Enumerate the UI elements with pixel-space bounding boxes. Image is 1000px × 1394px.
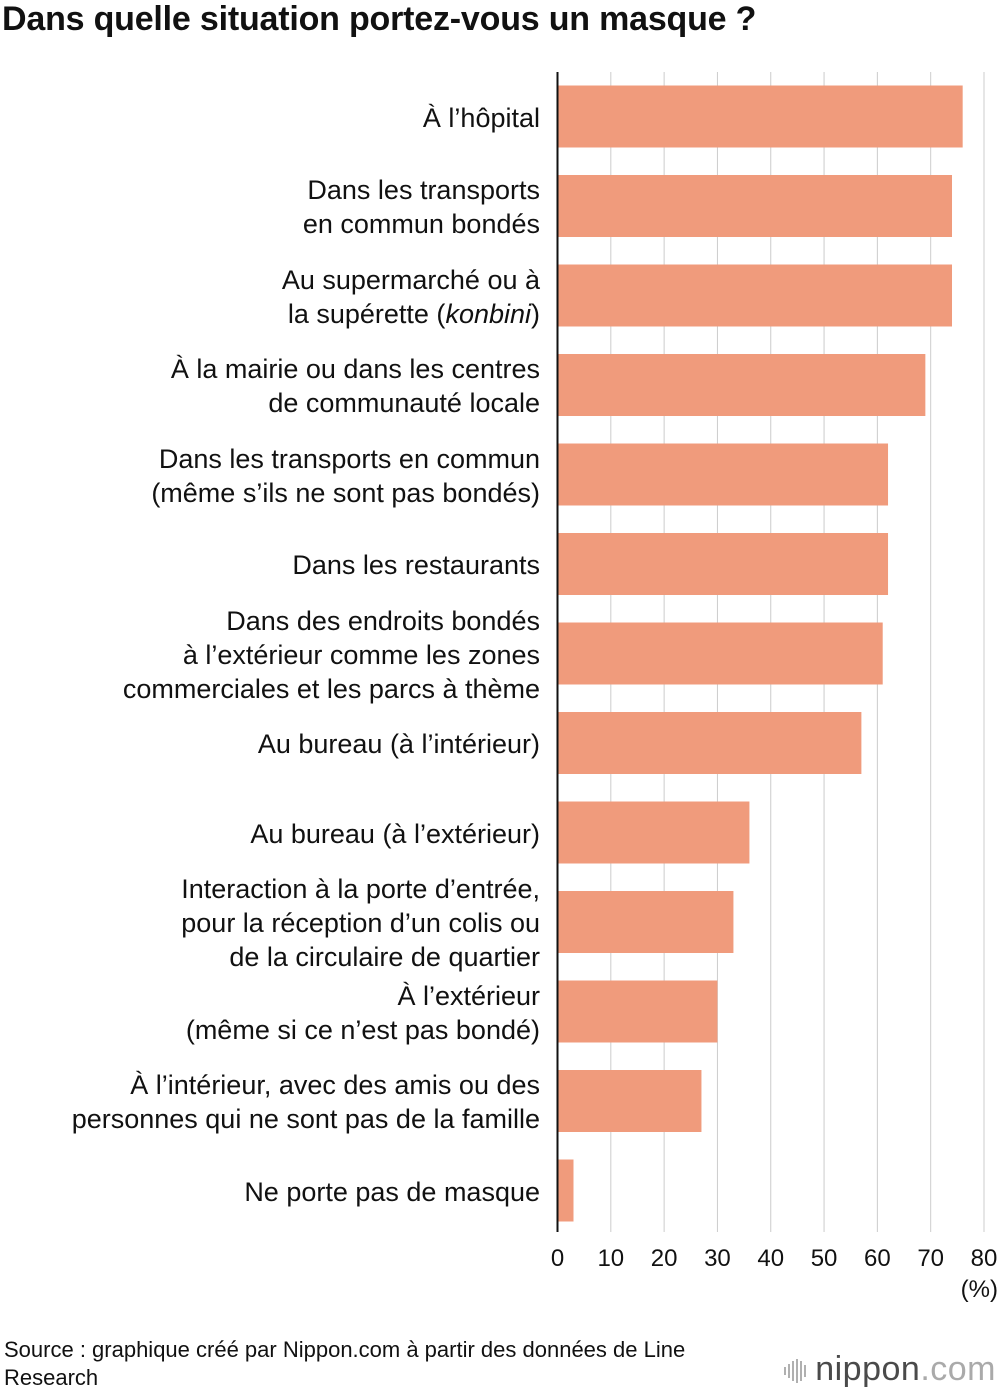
category-label: Au supermarché ou à la supérette (konbini… xyxy=(281,264,540,329)
bar xyxy=(558,980,718,1043)
bar xyxy=(558,1070,702,1132)
bar xyxy=(558,712,862,774)
category-label: Au bureau (à l’intérieur) xyxy=(257,729,540,759)
x-tick-label: 60 xyxy=(864,1245,891,1272)
bar xyxy=(558,622,883,685)
bar xyxy=(558,443,889,506)
bars xyxy=(558,85,963,1222)
x-tick-label: 40 xyxy=(757,1245,785,1272)
category-label: À la mairie ou dans les centres de commun… xyxy=(170,354,540,418)
category-label: À l’hôpital xyxy=(422,102,540,133)
x-tick-label: 0 xyxy=(550,1245,565,1272)
chart-title: Dans quelle situation portez-vous un mas… xyxy=(2,0,757,38)
category-label: Dans les transports en commun bondés xyxy=(302,175,540,239)
x-tick-label: 50 xyxy=(810,1245,838,1272)
category-label: Dans les transports en commun (même s’ils… xyxy=(151,443,540,508)
x-tick-label: 20 xyxy=(650,1245,678,1272)
x-tick-label: 10 xyxy=(597,1245,625,1272)
category-label: Dans des endroits bondés à l’extérieur co… xyxy=(122,605,540,704)
bar xyxy=(558,891,734,953)
category-label: Interaction à la porte d’entrée, pour la … xyxy=(181,874,540,972)
bar xyxy=(558,85,963,148)
category-label: Au bureau (à l’extérieur) xyxy=(250,818,540,849)
logo-bars-icon xyxy=(784,1359,807,1384)
bar xyxy=(558,801,750,864)
x-tick-label: 30 xyxy=(704,1245,731,1272)
category-label: Ne porte pas de masque xyxy=(244,1176,540,1207)
nippon-logo: nippon.com xyxy=(783,1350,996,1389)
logo-text: nippon xyxy=(815,1350,921,1388)
source-note: Source : graphique créé par Nippon.com à… xyxy=(4,1337,686,1390)
logo-suffix: .com xyxy=(920,1350,996,1388)
bar xyxy=(558,1159,574,1222)
bar xyxy=(558,354,926,416)
x-axis-unit: (%) xyxy=(960,1276,998,1303)
category-label: À l’intérieur, avec des amis ou des perso… xyxy=(71,1070,540,1134)
bar xyxy=(558,175,953,237)
bar xyxy=(558,264,953,327)
category-label: Dans les restaurants xyxy=(292,550,540,580)
bar xyxy=(558,533,889,595)
category-label: À l’extérieur (même si ce n’est pas bondé… xyxy=(185,980,540,1045)
x-tick-label: 70 xyxy=(917,1245,945,1272)
x-tick-label: 80 xyxy=(970,1245,998,1272)
